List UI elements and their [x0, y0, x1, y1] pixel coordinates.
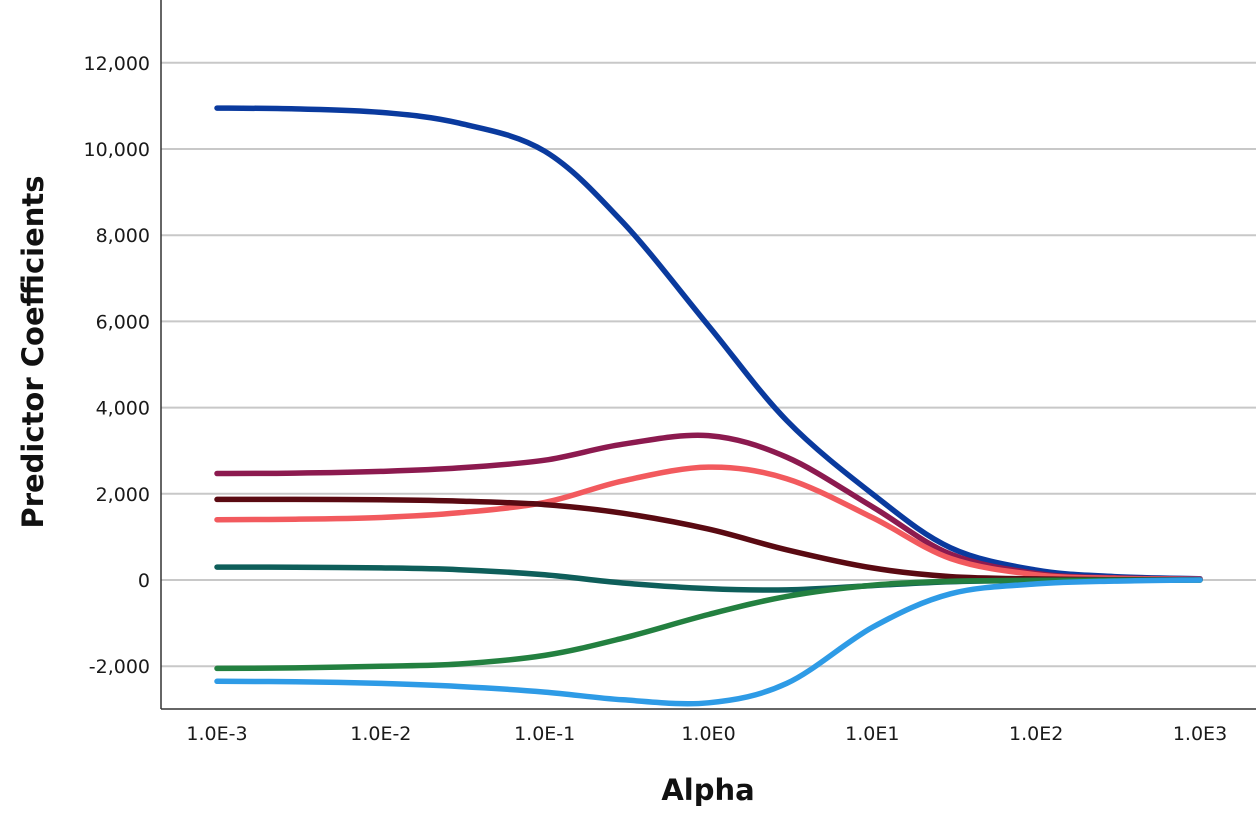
tick-labels: -2,000 0 2,000 4,000 6,000 8,000 10,000 12,000 1…	[84, 53, 1228, 745]
axes	[160, 0, 1256, 710]
y-tick-label: 2,000	[96, 484, 150, 506]
series-line-7	[214, 577, 1203, 707]
series-lines	[214, 105, 1203, 707]
y-tick-label: -2,000	[89, 656, 150, 678]
x-tick-label: 1.0E-1	[514, 723, 575, 745]
series-line-3	[214, 464, 1203, 583]
series-line-6	[214, 577, 1203, 672]
y-tick-label: 12,000	[84, 53, 150, 75]
x-tick-label: 1.0E0	[681, 723, 735, 745]
x-tick-label: 1.0E-3	[186, 723, 247, 745]
y-axis-title: Predictor Coefficients	[16, 175, 50, 528]
x-tick-label: 1.0E2	[1009, 723, 1063, 745]
series-line-2	[214, 432, 1203, 582]
x-tick-label: 1.0E1	[845, 723, 899, 745]
y-tick-label: 6,000	[96, 311, 150, 333]
x-tick-label: 1.0E-2	[350, 723, 411, 745]
y-tick-label: 10,000	[84, 139, 150, 161]
y-tick-label: 0	[138, 570, 150, 592]
y-tick-label: 4,000	[96, 398, 150, 420]
x-axis-title: Alpha	[661, 773, 754, 807]
y-tick-label: 8,000	[96, 225, 150, 247]
series-line-1	[214, 105, 1203, 582]
x-tick-label: 1.0E3	[1173, 723, 1227, 745]
